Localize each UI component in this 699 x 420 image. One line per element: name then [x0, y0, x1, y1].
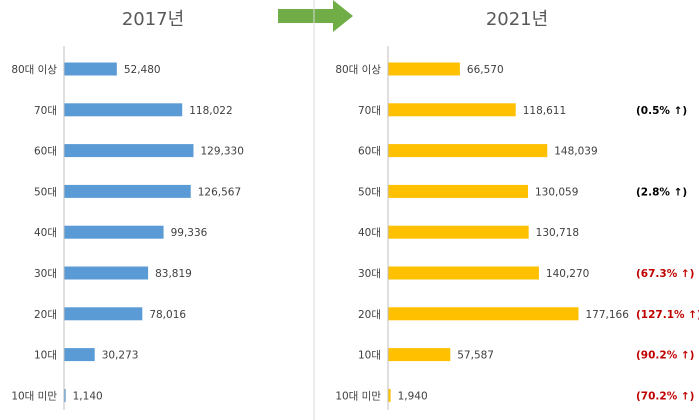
category-label: 10대 미만 — [11, 390, 57, 402]
category-label: 30대 — [358, 268, 381, 280]
value-label: 1,940 — [398, 390, 428, 402]
bar — [388, 225, 529, 239]
category-label: 30대 — [34, 268, 57, 280]
chart-panel-2021: 80대 이상 66,570 70대 118,611 60대 148,039 50대 130,0… — [335, 62, 630, 402]
value-label: 83,819 — [155, 268, 192, 280]
bar — [64, 103, 183, 117]
change-annotation: (127.1% ↑) — [636, 309, 699, 321]
value-label: 30,273 — [102, 350, 139, 362]
value-label: 118,611 — [523, 105, 566, 117]
bar — [388, 307, 579, 321]
bar — [64, 62, 117, 76]
bar — [388, 184, 528, 198]
value-label: 57,587 — [457, 350, 494, 362]
change-annotation: (2.8% ↑) — [636, 186, 687, 198]
bar — [64, 266, 149, 280]
bar — [64, 184, 191, 198]
value-label: 148,039 — [554, 146, 597, 158]
value-label: 130,059 — [535, 186, 578, 198]
category-label: 40대 — [358, 227, 381, 239]
change-annotation: (70.2% ↑) — [636, 390, 694, 402]
bar — [388, 266, 539, 280]
right-arrow-icon — [278, 0, 353, 32]
value-label: 129,330 — [201, 146, 244, 158]
change-annotation: (67.3% ↑) — [636, 268, 694, 280]
category-label: 50대 — [34, 186, 57, 198]
category-label: 20대 — [358, 309, 381, 321]
chart-title-2021: 2021년 — [486, 9, 548, 30]
value-label: 99,336 — [171, 227, 208, 239]
value-label: 118,022 — [189, 105, 232, 117]
category-label: 10대 — [34, 350, 57, 362]
change-annotation: (0.5% ↑) — [636, 105, 687, 117]
bar — [388, 103, 516, 117]
value-label: 78,016 — [149, 309, 186, 321]
value-label: 66,570 — [467, 64, 504, 76]
bar — [64, 307, 143, 321]
value-label: 52,480 — [124, 64, 161, 76]
bar — [64, 348, 95, 362]
value-label: 126,567 — [198, 186, 241, 198]
category-label: 10대 — [358, 350, 381, 362]
chart-title-2017: 2017년 — [122, 9, 184, 30]
bar — [388, 348, 451, 362]
category-label: 70대 — [358, 105, 381, 117]
bar — [64, 144, 194, 158]
category-label: 60대 — [358, 146, 381, 158]
category-label: 60대 — [34, 146, 57, 158]
bar — [388, 62, 460, 76]
category-label: 70대 — [34, 105, 57, 117]
chart-panel-2017: 80대 이상 52,480 70대 118,022 60대 129,330 50대 126,5… — [11, 62, 244, 402]
change-annotation: (90.2% ↑) — [636, 350, 694, 362]
category-label: 40대 — [34, 227, 57, 239]
change-annotations: (0.5% ↑) (2.8% ↑) (67.3% ↑) (127.1% ↑) (90.2… — [636, 105, 699, 403]
category-label: 50대 — [358, 186, 381, 198]
category-label: 80대 이상 — [335, 64, 381, 76]
bar — [388, 144, 548, 158]
value-label: 177,166 — [586, 309, 630, 321]
category-label: 20대 — [34, 309, 57, 321]
value-label: 1,140 — [73, 390, 103, 402]
category-label: 80대 이상 — [11, 64, 57, 76]
bar — [64, 388, 66, 402]
value-label: 130,718 — [536, 227, 579, 239]
value-label: 140,270 — [546, 268, 589, 280]
category-label: 10대 미만 — [335, 390, 381, 402]
bar — [388, 388, 391, 402]
bar — [64, 225, 164, 239]
